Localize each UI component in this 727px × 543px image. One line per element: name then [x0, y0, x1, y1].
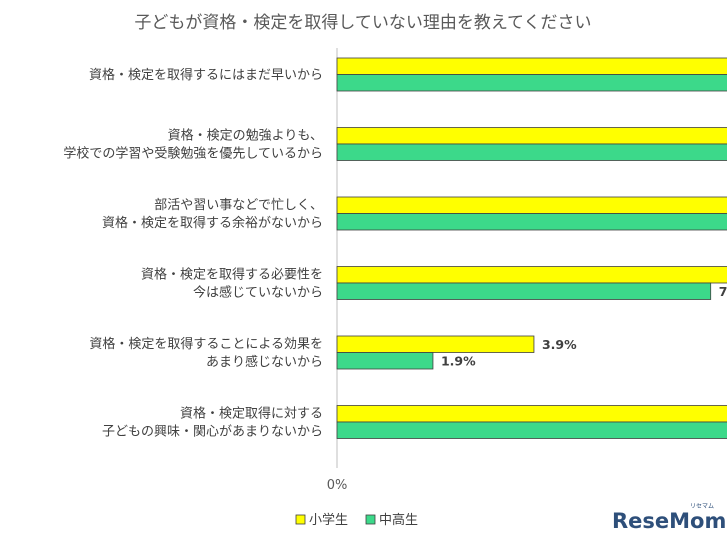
bar-中高生 — [336, 213, 727, 231]
bar-小学生 — [336, 57, 727, 75]
legend-swatch-小学生 — [295, 514, 306, 525]
category-label: 資格・検定取得に対する子どもの興味・関心があまりないから — [102, 406, 323, 440]
bar-小学生 — [336, 127, 727, 145]
legend-label: 小学生 — [309, 512, 348, 528]
bar-中高生 — [336, 143, 727, 161]
x-axis-tick-labels: 0%10%20%30%40%50%60%70% — [327, 478, 348, 493]
bar-小学生 — [336, 196, 727, 214]
data-labels: 11.2%9.3%62.4%35.2%24.7%33.3%19.7%7.4%3.… — [441, 284, 727, 369]
category-label: 部活や習い事などで忙しく、資格・検定を取得する余裕がないから — [102, 198, 323, 231]
data-label: 7.4% — [719, 284, 727, 299]
category-label: 資格・検定の勉強よりも、学校での学習や受験勉強を優先しているから — [63, 128, 323, 162]
bar-中高生 — [336, 352, 434, 370]
bar-小学生 — [336, 266, 727, 284]
legend: 小学生 中高生 — [295, 512, 418, 528]
bar-中高生 — [336, 74, 727, 92]
category-label: 資格・検定を取得するにはまだ早いから — [89, 67, 323, 83]
bar-中高生 — [336, 421, 727, 439]
logo-text: ReseMom — [612, 509, 726, 533]
category-label: 資格・検定を取得することによる効果をあまり感じないから — [89, 336, 323, 370]
resemom-logo: ReseMom リセマム — [612, 503, 726, 533]
bar-小学生 — [336, 335, 535, 353]
chart-title: 子どもが資格・検定を取得していない理由を教えてください — [134, 13, 591, 33]
bars — [336, 57, 727, 439]
legend-swatch-中高生 — [365, 514, 376, 525]
legend-label: 中高生 — [379, 512, 418, 528]
data-label: 1.9% — [441, 353, 476, 368]
bar-中高生 — [336, 282, 712, 300]
logo-subtext: リセマム — [690, 503, 714, 510]
bar-小学生 — [336, 405, 727, 423]
x-tick-label: 0% — [327, 478, 348, 493]
grid-lines — [336, 48, 338, 468]
data-label: 3.9% — [542, 337, 577, 352]
category-label: 資格・検定を取得する必要性を今は感じていないから — [141, 267, 323, 301]
category-labels: 資格・検定を取得するにはまだ早いから資格・検定の勉強よりも、学校での学習や受験勉… — [63, 67, 323, 440]
